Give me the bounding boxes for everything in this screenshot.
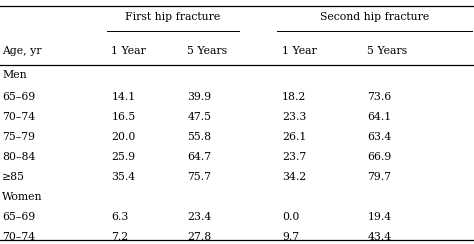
Text: 79.7: 79.7: [367, 172, 392, 182]
Text: First hip fracture: First hip fracture: [126, 12, 220, 22]
Text: 34.2: 34.2: [282, 172, 306, 182]
Text: 26.1: 26.1: [282, 132, 306, 142]
Text: 5 Years: 5 Years: [187, 46, 228, 56]
Text: 1 Year: 1 Year: [111, 46, 146, 56]
Text: 7.2: 7.2: [111, 232, 128, 242]
Text: 73.6: 73.6: [367, 92, 392, 102]
Text: 25.9: 25.9: [111, 152, 136, 162]
Text: 70–74: 70–74: [2, 112, 36, 122]
Text: 27.8: 27.8: [187, 232, 211, 242]
Text: 80–84: 80–84: [2, 152, 36, 162]
Text: 23.4: 23.4: [187, 212, 211, 222]
Text: 18.2: 18.2: [282, 92, 306, 102]
Text: 0.0: 0.0: [282, 212, 300, 222]
Text: 65–69: 65–69: [2, 212, 36, 222]
Text: Age, yr: Age, yr: [2, 46, 42, 56]
Text: 16.5: 16.5: [111, 112, 136, 122]
Text: Second hip fracture: Second hip fracture: [320, 12, 429, 22]
Text: 20.0: 20.0: [111, 132, 136, 142]
Text: 70–74: 70–74: [2, 232, 36, 242]
Text: 64.7: 64.7: [187, 152, 211, 162]
Text: 75–79: 75–79: [2, 132, 36, 142]
Text: 6.3: 6.3: [111, 212, 129, 222]
Text: 43.4: 43.4: [367, 232, 392, 242]
Text: ≥85: ≥85: [2, 172, 26, 182]
Text: 63.4: 63.4: [367, 132, 392, 142]
Text: 23.7: 23.7: [282, 152, 306, 162]
Text: 66.9: 66.9: [367, 152, 392, 162]
Text: 47.5: 47.5: [187, 112, 211, 122]
Text: 19.4: 19.4: [367, 212, 392, 222]
Text: 55.8: 55.8: [187, 132, 211, 142]
Text: 23.3: 23.3: [282, 112, 306, 122]
Text: 14.1: 14.1: [111, 92, 136, 102]
Text: Women: Women: [2, 192, 43, 202]
Text: 39.9: 39.9: [187, 92, 211, 102]
Text: 5 Years: 5 Years: [367, 46, 408, 56]
Text: 75.7: 75.7: [187, 172, 211, 182]
Text: 1 Year: 1 Year: [282, 46, 317, 56]
Text: Men: Men: [2, 70, 27, 80]
Text: 65–69: 65–69: [2, 92, 36, 102]
Text: 35.4: 35.4: [111, 172, 136, 182]
Text: 9.7: 9.7: [282, 232, 299, 242]
Text: 64.1: 64.1: [367, 112, 392, 122]
